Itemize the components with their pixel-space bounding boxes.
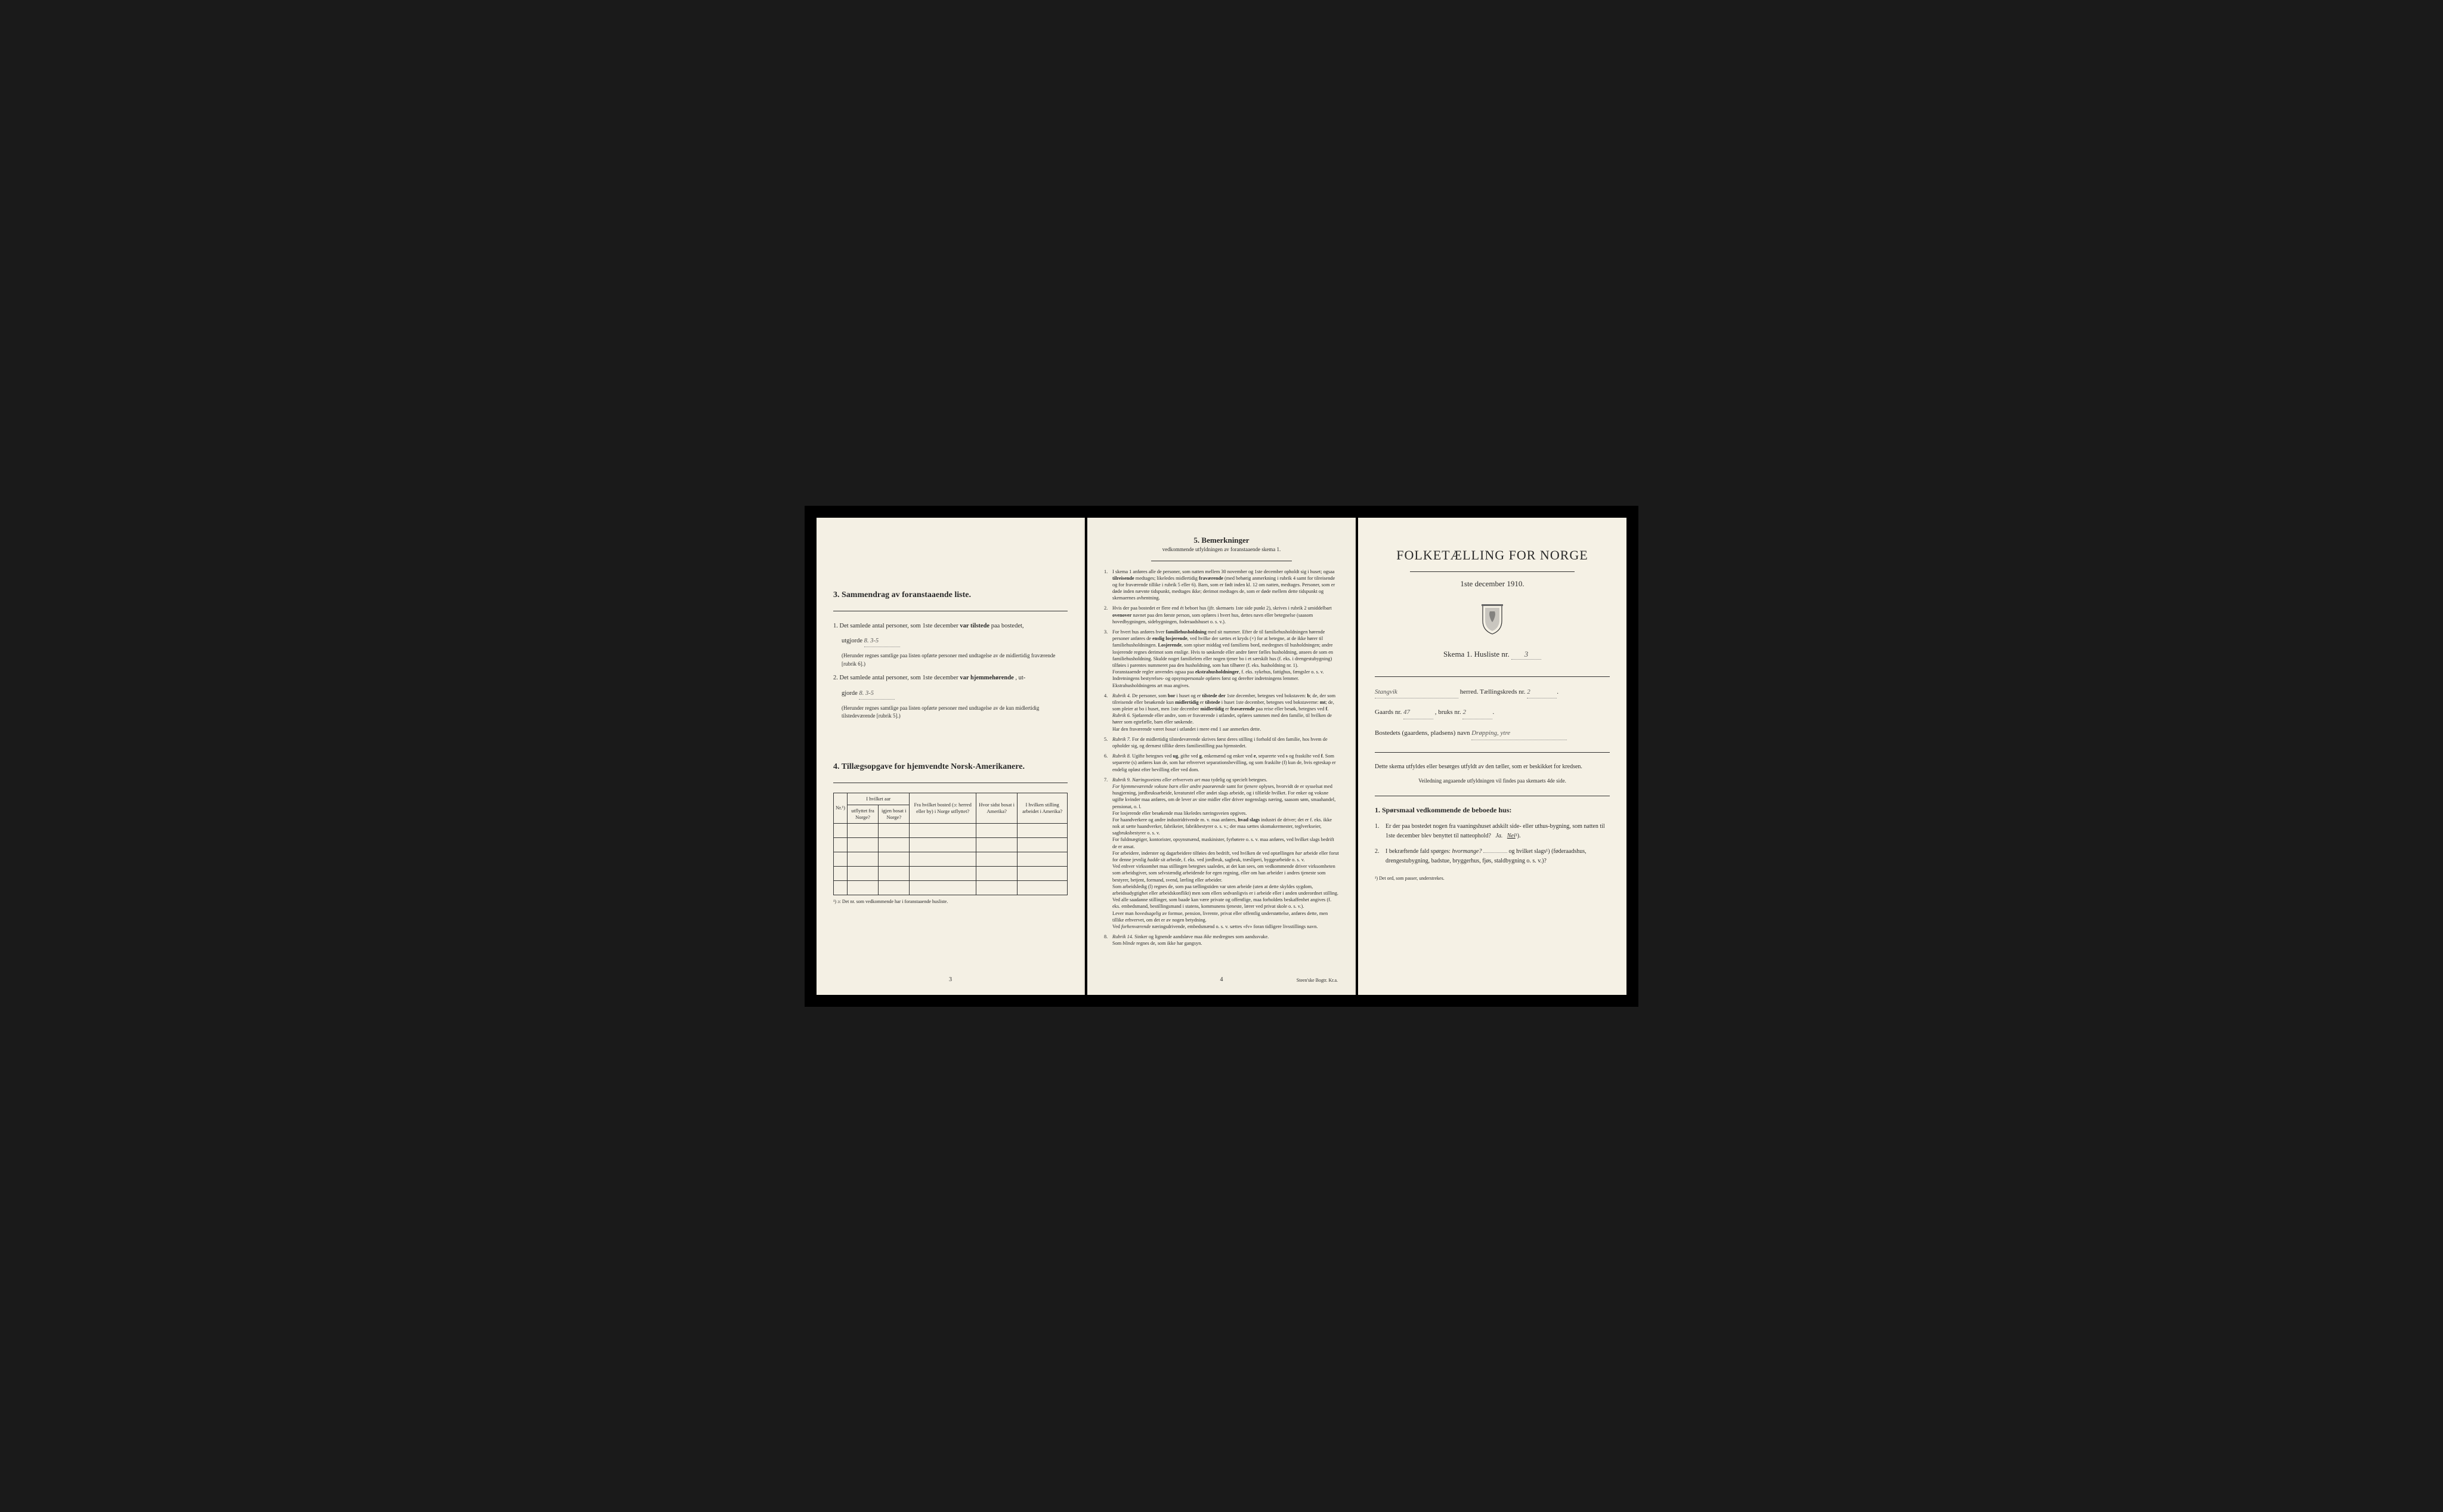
skema-line: Skema 1. Husliste nr. 3 xyxy=(1375,650,1610,660)
divider xyxy=(1375,676,1610,677)
th-aar: I hvilket aar xyxy=(848,793,910,805)
footnote: ¹) Det ord, som passer, understrekes. xyxy=(1375,876,1610,881)
page-number: 4 xyxy=(1220,976,1223,983)
section-4-title: 4. Tillægsopgave for hjemvendte Norsk-Am… xyxy=(833,762,1068,772)
table-row xyxy=(834,852,1068,867)
table-row xyxy=(834,867,1068,881)
document-spread: 3. Sammendrag av foranstaaende liste. 1.… xyxy=(805,506,1638,1007)
rule-item: 4.Rubrik 4. De personer, som bor i huset… xyxy=(1104,692,1339,732)
th-nr: Nr.¹) xyxy=(834,793,848,823)
norsk-amerikanere-table: Nr.¹) I hvilket aar Fra hvilket bosted (… xyxy=(833,793,1068,895)
rule-item: 7.Rubrik 9. Næringsveiens eller erhverve… xyxy=(1104,777,1339,930)
page-3: 3. Sammendrag av foranstaaende liste. 1.… xyxy=(817,518,1085,995)
bruks-value: 2 xyxy=(1462,707,1492,719)
divider xyxy=(1410,571,1575,572)
herred-value: Stangvik xyxy=(1375,687,1458,699)
rule-item: 2.Hvis der paa bostedet er flere end ét … xyxy=(1104,605,1339,625)
th-fra-bosted: Fra hvilket bosted (ɔ: herred eller by) … xyxy=(910,793,976,823)
table-footnote: ¹) ɔ: Det nr. som vedkommende har i fora… xyxy=(833,899,1068,904)
th-hvor-sidst: Hvor sidst bosat i Amerika? xyxy=(976,793,1017,823)
bosted-value: Drøpping, ytre xyxy=(1471,728,1567,740)
section3-item1-note: (Herunder regnes samtlige paa listen opf… xyxy=(833,652,1068,668)
tilstede-value: 8. 3-5 xyxy=(864,636,900,647)
coat-of-arms-icon xyxy=(1479,603,1505,635)
kreds-value: 2 xyxy=(1527,687,1557,699)
th-igjen: igjen bosat i Norge? xyxy=(879,805,910,823)
question-2: 2. I bekræftende fald spørges: hvormange… xyxy=(1375,847,1610,866)
table-row xyxy=(834,881,1068,895)
section-3-title: 3. Sammendrag av foranstaaende liste. xyxy=(833,590,1068,600)
rule-item: 3.For hvert hus anføres hver familiehush… xyxy=(1104,629,1339,689)
section3-item1: 1. Det samlede antal personer, som 1ste … xyxy=(833,621,1068,632)
nei-option: Nei xyxy=(1507,833,1516,839)
hvormange-field xyxy=(1483,852,1507,853)
rule-item: 1.I skema 1 anføres alle de personer, so… xyxy=(1104,568,1339,602)
question-1: 1. Er der paa bostedet nogen fra vaaning… xyxy=(1375,822,1610,841)
section3-item1-line2: utgjorde 8. 3-5 xyxy=(833,636,1068,647)
section3-item2-note: (Herunder regnes samtlige paa listen opf… xyxy=(833,704,1068,721)
divider xyxy=(1375,752,1610,753)
table-row xyxy=(834,824,1068,838)
th-stilling: I hvilken stilling arbeidet i Amerika? xyxy=(1018,793,1068,823)
section-5-title: 5. Bemerkninger xyxy=(1104,536,1339,545)
husliste-nr: 3 xyxy=(1511,650,1541,660)
rule-item: 8.Rubrik 14. Sinker og lignende aandsløv… xyxy=(1104,933,1339,947)
hjemme-value: 8. 3-5 xyxy=(859,688,895,700)
printer-credit: Steen'ske Bogtr. Kr.a. xyxy=(1297,978,1338,983)
date-subtitle: 1ste december 1910. xyxy=(1375,579,1610,589)
rule-item: 6.Rubrik 8. Ugifte betegnes ved ug, gift… xyxy=(1104,753,1339,773)
rules-list: 1.I skema 1 anføres alle de personer, so… xyxy=(1104,568,1339,947)
page-number: 3 xyxy=(949,976,952,983)
table-row xyxy=(834,838,1068,852)
instruction-sub: Veiledning angaaende utfyldningen vil fi… xyxy=(1375,778,1610,784)
herred-row: Stangvik herred. Tællingskreds nr. 2. xyxy=(1375,687,1610,699)
gaard-value: 47 xyxy=(1403,707,1433,719)
page-1-cover: FOLKETÆLLING FOR NORGE 1ste december 191… xyxy=(1358,518,1626,995)
ja-option: Ja. xyxy=(1495,833,1502,839)
instruction: Dette skema utfyldes eller besørges utfy… xyxy=(1375,762,1610,772)
section3-item2-line2: gjorde 8. 3-5 xyxy=(833,688,1068,700)
gaard-row: Gaards nr. 47 , bruks nr. 2. xyxy=(1375,707,1610,719)
th-utflyttet: utflyttet fra Norge? xyxy=(848,805,879,823)
section-5-subtitle: vedkommende utfyldningen av foranstaaend… xyxy=(1104,546,1339,552)
question-header: 1. Spørsmaal vedkommende de beboede hus: xyxy=(1375,806,1610,815)
page-4: 5. Bemerkninger vedkommende utfyldningen… xyxy=(1087,518,1356,995)
main-title: FOLKETÆLLING FOR NORGE xyxy=(1375,548,1610,563)
rule-item: 5.Rubrik 7. For de midlertidig tilstedev… xyxy=(1104,736,1339,749)
bosted-row: Bostedets (gaardens, pladsens) navn Drøp… xyxy=(1375,728,1610,740)
section3-item2: 2. Det samlede antal personer, som 1ste … xyxy=(833,673,1068,684)
